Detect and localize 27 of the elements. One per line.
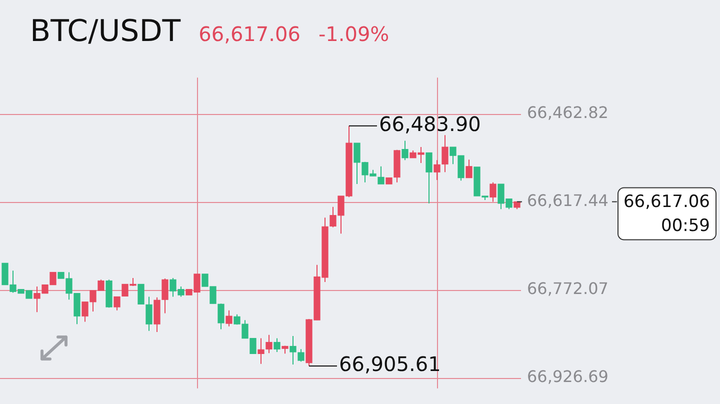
- chart-subtitle: 66,617.06: [198, 22, 300, 46]
- y-tick-label: 66,462.82: [527, 103, 608, 122]
- annotation: 66,483.90: [379, 112, 481, 136]
- chart-title: BTC/USDT: [30, 14, 181, 49]
- candlestick: [466, 159, 472, 178]
- candlestick: [162, 278, 168, 314]
- text: -1.09%: [318, 22, 390, 46]
- candlestick: [434, 160, 440, 181]
- candlestick: [266, 334, 272, 354]
- candlestick: [114, 296, 120, 311]
- candlestick: [442, 134, 448, 173]
- y-tick-label: 66,617.44: [527, 191, 608, 210]
- text: 00:59: [661, 216, 710, 236]
- candlestick: [378, 166, 384, 185]
- ref-line-label: 66,617.06: [623, 192, 710, 212]
- candlestick: [226, 310, 232, 327]
- candlestick: [402, 140, 408, 161]
- candlestick: [426, 152, 432, 204]
- candlestick: [146, 296, 152, 332]
- candlestick: [274, 338, 280, 352]
- candlestick: [218, 303, 224, 330]
- y-tick-label: 66,772.07: [527, 279, 608, 298]
- candlestick: [258, 338, 264, 364]
- candlestick: [490, 182, 496, 202]
- y-tick-label: 66,926.69: [527, 367, 608, 386]
- annotation: 66,905.61: [339, 352, 441, 376]
- candlestick: [138, 284, 144, 304]
